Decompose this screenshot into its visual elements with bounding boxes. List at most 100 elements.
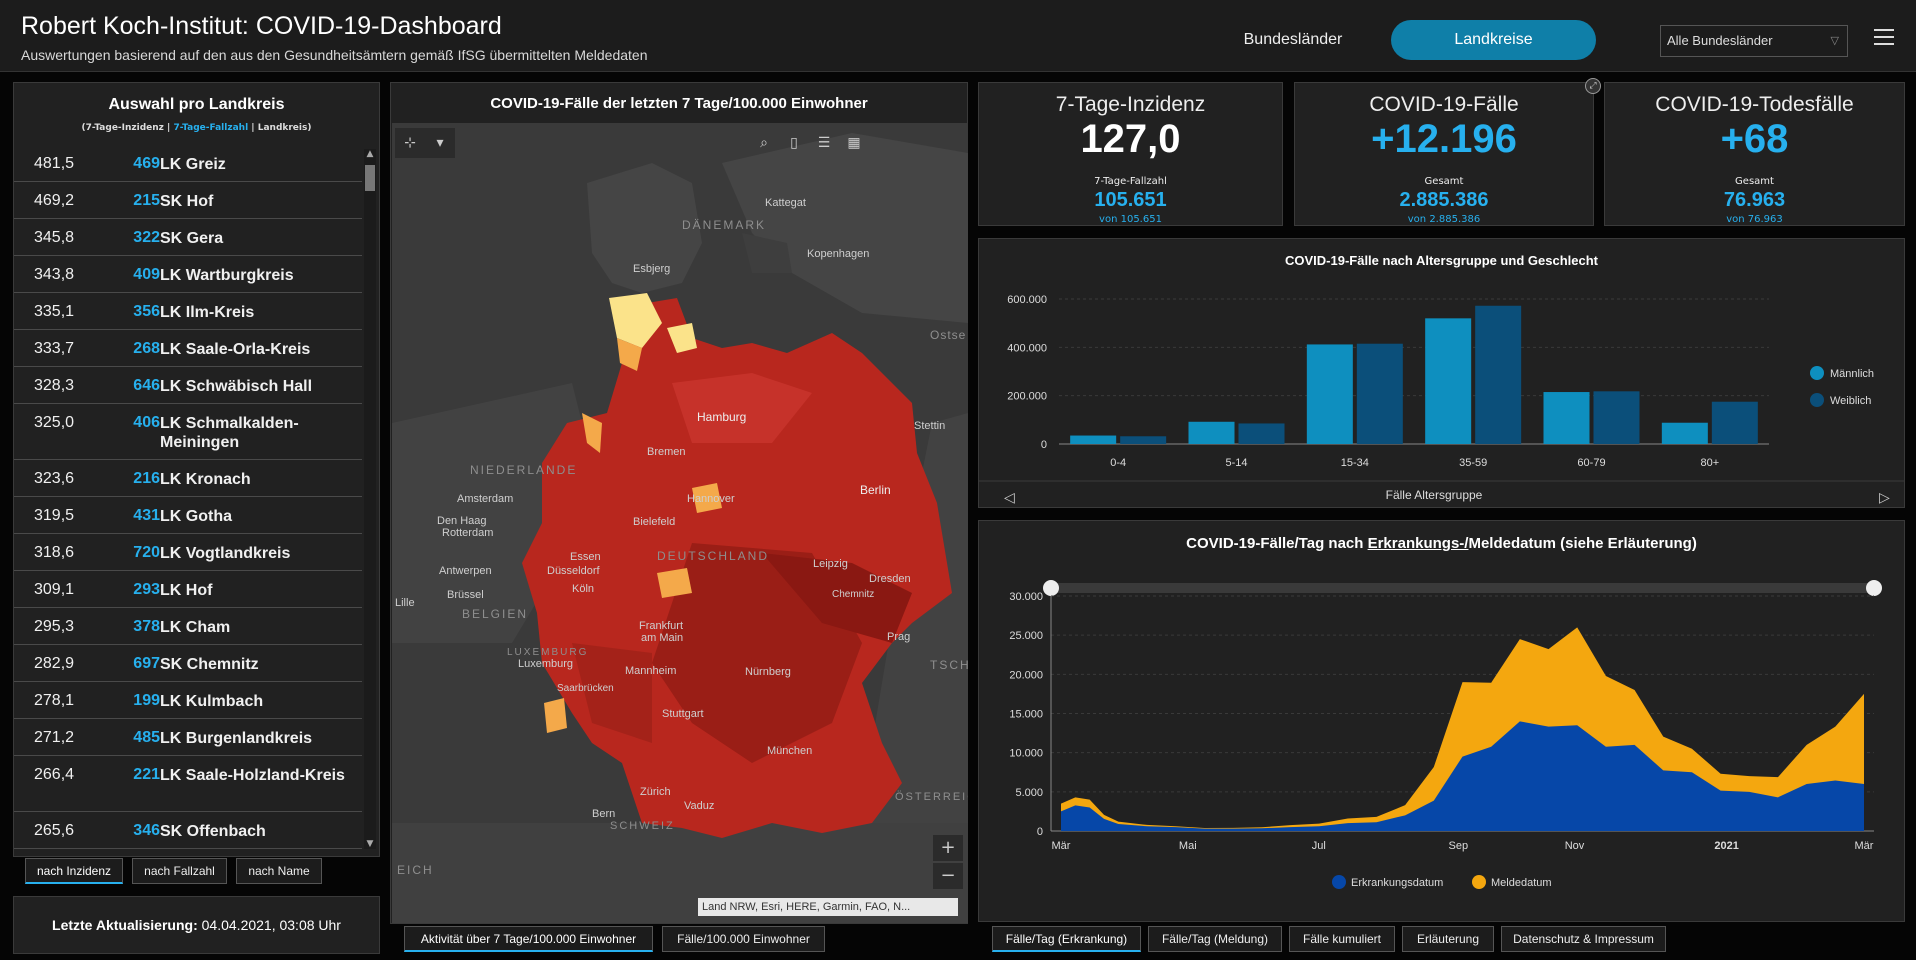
map-panel: COVID-19-Fälle der letzten 7 Tage/100.00… (390, 82, 968, 924)
map-bookmark-icon[interactable]: ▯ (790, 135, 798, 151)
map-search-icon[interactable]: ⌕ (760, 135, 768, 151)
row-landkreis: LK Burgenlandkreis (160, 730, 313, 747)
day-xtick: 2021 (1714, 840, 1738, 852)
sort-tab-name[interactable]: nach Name (236, 858, 322, 884)
legend-incidence: (7-Tage-Inzidenz | (81, 123, 174, 133)
region-red-sw (572, 643, 652, 743)
day-legend-label: Meldedatum (1491, 877, 1552, 889)
landkreis-row[interactable]: 328,3 646 LK Schwäbisch Hall (14, 367, 362, 404)
landkreis-row[interactable]: 282,9 697 SK Chemnitz (14, 645, 362, 682)
region-yellow-nordfriesland (609, 293, 662, 348)
age-bar (1593, 391, 1640, 444)
age-legend-label: Männlich (1830, 368, 1874, 380)
expand-icon[interactable]: ⤢ (1585, 78, 1601, 94)
kpi-faelle-value: +12.196 (1371, 117, 1517, 161)
map-label-luxemburg-country: LUXEMBURG (507, 647, 589, 658)
map-label-luxemburg: Luxemburg (518, 658, 574, 670)
bundesland-select[interactable]: Alle Bundesländer ▽ (1660, 25, 1848, 57)
chevron-down-icon: ▽ (1830, 35, 1839, 47)
landkreis-list-panel: Auswahl pro Landkreis (7-Tage-Inzidenz |… (13, 82, 380, 857)
age-ytick: 600.000 (1007, 294, 1047, 306)
age-bar (1306, 344, 1353, 444)
map-tab-aktivitaet[interactable]: Aktivität über 7 Tage/100.000 Einwohner (404, 926, 653, 952)
map-legend-icon[interactable]: ☰ (817, 135, 831, 151)
day-xtick: Jul (1312, 840, 1326, 852)
row-inzidenz: 469,2 (34, 192, 75, 209)
scroll-up-icon[interactable]: ▲ (366, 149, 374, 159)
row-inzidenz: 318,6 (34, 544, 75, 561)
hamburger-menu-icon[interactable] (1874, 29, 1894, 50)
age-xtick: 5-14 (1225, 457, 1247, 469)
scroll-down-icon[interactable]: ▼ (366, 839, 374, 849)
landkreis-row[interactable]: 319,5 431 LK Gotha (14, 497, 362, 534)
map-label-eich: EICH (397, 863, 434, 877)
age-bar (1425, 318, 1472, 444)
landkreis-row[interactable]: 263,3882LK Erzgebirgskreis (14, 849, 362, 851)
landkreis-rows: 481,5 469 LK Greiz 469,2 215 SK Hof 345,8 322 SK… (14, 145, 362, 851)
landkreis-row[interactable]: 335,1 356 LK Ilm-Kreis (14, 293, 362, 330)
map-label-oesterreich: ÖSTERREICH (895, 791, 968, 803)
day-legend-marker (1332, 875, 1346, 889)
kpi-faelle-title: COVID-19-Fälle (1369, 93, 1519, 116)
landkreis-row[interactable]: 481,5 469 LK Greiz (14, 145, 362, 182)
map-attribution[interactable]: Land NRW, Esri, HERE, Garmin, FAO, N... (698, 898, 958, 916)
map-basemap-icon[interactable]: ▦ (847, 135, 861, 151)
day-title-b[interactable]: Erkrankungs-/ (1367, 535, 1469, 552)
row-landkreis: SK Chemnitz (160, 656, 259, 673)
day-tab-datenschutz[interactable]: Datenschutz & Impressum (1501, 926, 1666, 952)
landkreis-row[interactable]: 266,4 221 LK Saale-Holzland-Kreis (14, 756, 362, 812)
zoom-in-icon[interactable]: + (933, 835, 963, 861)
age-ytick: 400.000 (1007, 342, 1047, 354)
day-tab-erlaeuterung[interactable]: Erläuterung (1402, 926, 1494, 952)
scroll-thumb[interactable] (365, 165, 375, 191)
list-scrollbar[interactable]: ▲ ▼ (364, 149, 376, 849)
landkreis-row[interactable]: 278,1 199 LK Kulmbach (14, 682, 362, 719)
row-landkreis: LK Saale-Orla-Kreis (160, 341, 311, 358)
day-tab-erkrankung[interactable]: Fälle/Tag (Erkrankung) (992, 926, 1141, 952)
day-xtick: Mai (1179, 840, 1197, 852)
map-label-antwerpen: Antwerpen (439, 565, 492, 577)
landkreis-row[interactable]: 271,2 485 LK Burgenlandkreis (14, 719, 362, 756)
day-tab-meldung[interactable]: Fälle/Tag (Meldung) (1148, 926, 1282, 952)
landkreis-row[interactable]: 265,6 346 SK Offenbach (14, 812, 362, 849)
map-label-dresden: Dresden (869, 573, 911, 585)
update-value: 04.04.2021, 03:08 Uhr (201, 917, 341, 933)
age-xtick: 60-79 (1577, 457, 1605, 469)
age-bar (1543, 392, 1590, 444)
sort-tab-inzidenz[interactable]: nach Inzidenz (25, 858, 123, 884)
row-fallzahl: 199 (133, 692, 160, 709)
landkreis-row[interactable]: 325,0 406 LK Schmalkalden-Meiningen (14, 404, 362, 460)
landkreis-row[interactable]: 309,1 293 LK Hof (14, 571, 362, 608)
tab-bundeslaender[interactable]: Bundesländer (1243, 31, 1343, 48)
map-tab-faelle[interactable]: Fälle/100.000 Einwohner (662, 926, 825, 952)
region-orange-trier (544, 698, 567, 733)
landkreis-row[interactable]: 343,8 409 LK Wartburgkreis (14, 256, 362, 293)
landkreis-row[interactable]: 295,3 378 LK Cham (14, 608, 362, 645)
landkreis-row[interactable]: 318,6 720 LK Vogtlandkreis (14, 534, 362, 571)
map-label-ammain: am Main (641, 632, 684, 644)
row-landkreis: LK Wartburgkreis (160, 267, 294, 284)
row-fallzahl: 221 (133, 766, 160, 783)
map-svg[interactable] (392, 123, 968, 923)
landkreis-row[interactable]: 345,8 322 SK Gera (14, 219, 362, 256)
age-xtick: 0-4 (1110, 457, 1126, 469)
row-landkreis: LK Schmalkalden-Meiningen (160, 415, 299, 451)
row-landkreis: LK Gotha (160, 508, 232, 525)
tab-landkreise[interactable]: Landkreise (1391, 20, 1596, 60)
zoom-out-icon[interactable]: − (933, 863, 963, 889)
sort-tab-fallzahl[interactable]: nach Fallzahl (132, 858, 227, 884)
landkreis-row[interactable]: 333,7 268 LK Saale-Orla-Kreis (14, 330, 362, 367)
day-xtick: Mär (1052, 840, 1071, 852)
day-xtick: Nov (1565, 840, 1585, 852)
map-label-koeln: Köln (572, 583, 595, 595)
map-label-kopenhagen: Kopenhagen (807, 248, 870, 260)
landkreis-row[interactable]: 323,6 216 LK Kronach (14, 460, 362, 497)
map-dropdown-icon[interactable]: ▾ (425, 128, 455, 158)
day-tab-kumuliert[interactable]: Fälle kumuliert (1289, 926, 1395, 952)
land-daenemark (587, 163, 702, 293)
map-label-niederlande: NIEDERLANDE (470, 463, 578, 477)
landkreis-row[interactable]: 469,2 215 SK Hof (14, 182, 362, 219)
map-view[interactable]: ⊹ ▾ ⌕ ▯ ☰ ▦ + − Kattegat DÄNEMARK Kopenh… (392, 123, 968, 923)
map-select-icon[interactable]: ⊹ (395, 128, 425, 158)
map-label-daenemark: DÄNEMARK (682, 218, 767, 232)
